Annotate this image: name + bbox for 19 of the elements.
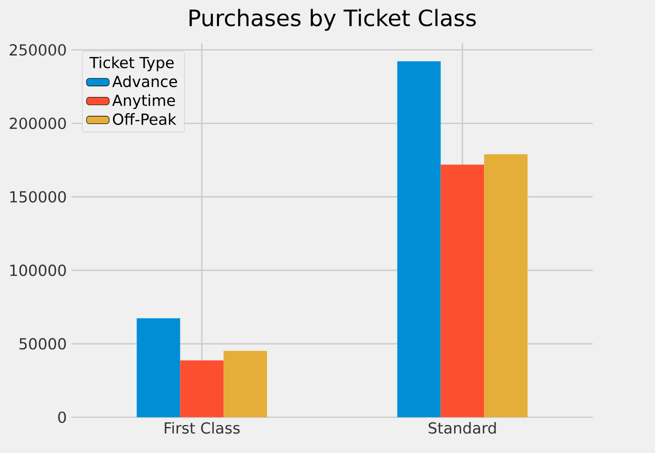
y-tick-label: 250000 [10, 44, 66, 56]
x-tick-label: First Class [164, 422, 240, 434]
legend-label: Advance [112, 75, 178, 88]
bar [440, 164, 484, 418]
x-tick-label: Standard [428, 422, 496, 434]
y-tick-label: 150000 [10, 191, 66, 203]
bar [180, 360, 224, 418]
y-tick-label: 200000 [10, 118, 66, 130]
legend-label: Off-Peak [112, 113, 176, 125]
bar [136, 318, 180, 418]
bar [484, 154, 528, 418]
y-tick-label: 50000 [20, 338, 66, 350]
chart-title: Purchases by Ticket Class [190, 8, 476, 31]
y-tick-label: 100000 [10, 264, 66, 276]
y-tick-label: 0 [58, 411, 66, 423]
legend-title: Ticket Type [89, 56, 174, 72]
bar [397, 61, 441, 418]
bar [224, 350, 268, 418]
legend-label: Anytime [112, 94, 175, 109]
